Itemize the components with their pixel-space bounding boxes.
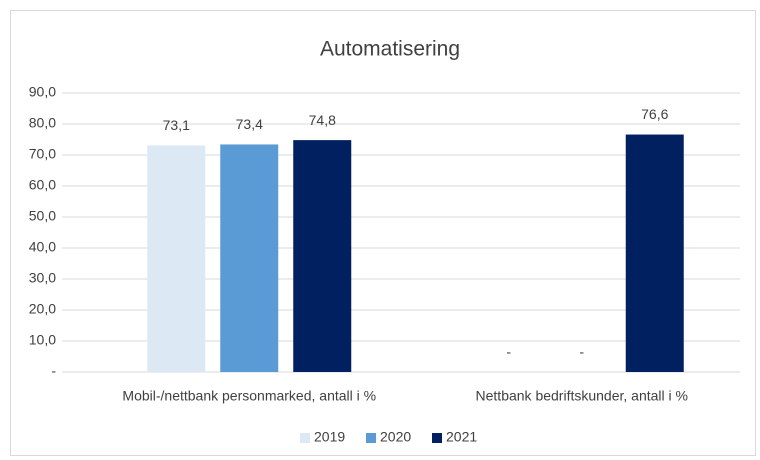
legend-swatch xyxy=(432,433,442,443)
legend-swatch xyxy=(300,433,310,443)
data-label: 73,4 xyxy=(236,116,263,132)
y-tick-label: 20,0 xyxy=(29,301,56,317)
bar xyxy=(293,140,352,372)
bar xyxy=(147,145,206,372)
y-tick-label: 70,0 xyxy=(29,146,56,162)
legend-label: 2020 xyxy=(380,429,411,445)
y-tick-label: 50,0 xyxy=(29,208,56,224)
y-tick-label: 40,0 xyxy=(29,239,56,255)
y-tick-label: 30,0 xyxy=(29,270,56,286)
legend-label: 2021 xyxy=(446,429,477,445)
y-tick-label: 80,0 xyxy=(29,115,56,131)
x-tick-label: Mobil-/nettbank personmarked, antall i % xyxy=(122,388,376,404)
y-tick-label: 60,0 xyxy=(29,177,56,193)
legend-label: 2019 xyxy=(314,429,345,445)
data-label: 73,1 xyxy=(163,117,190,133)
data-label: 74,8 xyxy=(309,112,336,128)
x-tick-label: Nettbank bedriftskunder, antall i % xyxy=(476,388,688,404)
y-tick-label: 90,0 xyxy=(29,84,56,100)
y-tick-label: 10,0 xyxy=(29,332,56,348)
chart-title: Automatisering xyxy=(320,38,460,61)
data-label: 76,6 xyxy=(641,106,668,122)
legend-swatch xyxy=(366,433,376,443)
bar xyxy=(220,144,279,372)
data-label: - xyxy=(579,344,584,360)
y-tick-label: - xyxy=(51,363,56,379)
bar xyxy=(625,134,684,372)
data-label: - xyxy=(506,344,511,360)
